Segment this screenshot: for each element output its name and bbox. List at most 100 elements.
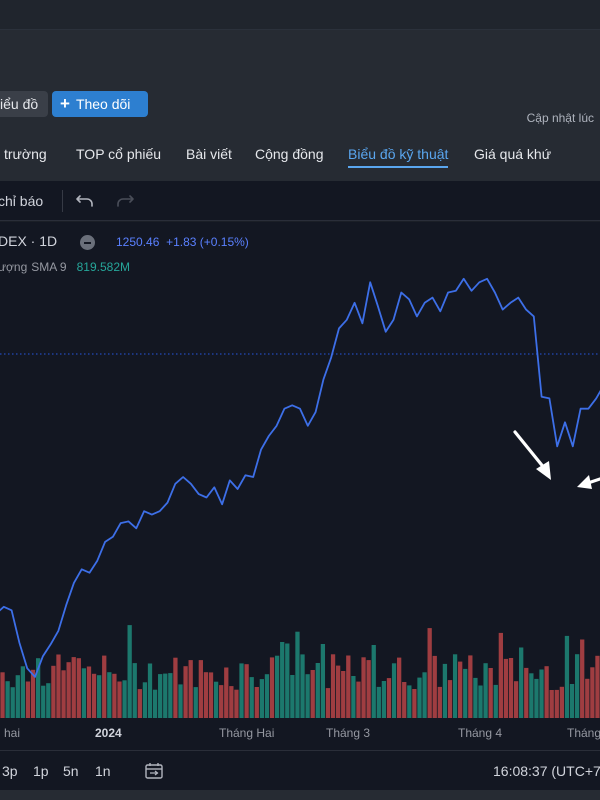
indicators-button[interactable]: chỉ báo xyxy=(0,193,44,209)
volume-bar xyxy=(46,683,51,718)
updated-label: Cập nhật lúc xyxy=(526,111,594,125)
symbol-label[interactable]: DEX · 1D xyxy=(0,233,58,249)
volume-bar xyxy=(91,673,97,718)
volume-bar xyxy=(580,639,585,718)
tab-top-stocks[interactable]: TOP cổ phiếu xyxy=(76,146,162,162)
tab-market[interactable]: ị trường xyxy=(0,146,47,162)
volume-bar xyxy=(483,663,488,718)
volume-bar xyxy=(142,682,148,718)
volume-bar xyxy=(519,647,524,718)
volume-bar xyxy=(402,682,407,718)
timeframe-1m[interactable]: 1p xyxy=(33,763,49,779)
volume-bar xyxy=(198,660,203,718)
volume-bar xyxy=(203,672,209,718)
volume-bar xyxy=(224,667,229,718)
volume-bar xyxy=(76,658,81,718)
volume-bar xyxy=(437,686,442,718)
volume-bar xyxy=(35,658,41,718)
volume-bar xyxy=(422,672,427,718)
volume-bar xyxy=(295,631,300,718)
volume-bar xyxy=(310,670,315,718)
volume-bar xyxy=(442,663,448,718)
volume-bar xyxy=(97,675,102,718)
price-values: 1250.46 +1.83 (+0.15%) xyxy=(116,235,249,249)
volume-bar xyxy=(15,675,20,718)
x-tick-label: 2024 xyxy=(95,726,122,740)
volume-bar xyxy=(163,673,168,718)
volume-bar xyxy=(534,678,539,718)
volume-bar xyxy=(208,672,214,718)
volume-bar xyxy=(193,687,198,718)
volume-bar xyxy=(325,688,331,718)
volume-bar xyxy=(335,665,341,718)
volume-bar xyxy=(183,666,188,718)
volume-bar xyxy=(417,677,422,718)
volume-bar xyxy=(117,681,122,718)
chart-button[interactable]: iểu đồ xyxy=(0,91,49,117)
volume-bar xyxy=(264,674,270,718)
chart-toolbar: chỉ báo xyxy=(0,181,600,221)
volume-bar xyxy=(290,675,295,718)
volume-bar xyxy=(147,663,153,718)
volume-bars xyxy=(0,625,600,718)
volume-bar xyxy=(178,684,183,718)
price-chart[interactable] xyxy=(0,222,600,722)
volume-bar xyxy=(320,644,326,718)
volume-bar xyxy=(554,689,559,718)
follow-button[interactable]: + Theo dõi xyxy=(52,91,148,117)
volume-bar xyxy=(529,673,534,718)
volume-bar xyxy=(305,674,310,718)
volume-bar xyxy=(259,679,264,718)
redo-icon[interactable] xyxy=(114,190,136,212)
volume-bar xyxy=(152,689,158,718)
volume-bar xyxy=(452,654,458,718)
volume-bar xyxy=(376,686,381,718)
tab-articles[interactable]: Bài viết xyxy=(186,146,232,162)
volume-bar xyxy=(371,645,376,718)
volume-bar xyxy=(249,677,254,718)
volume-bar xyxy=(229,686,234,718)
timeframe-5y[interactable]: 5n xyxy=(63,763,79,779)
x-tick-label: hai xyxy=(4,726,21,740)
volume-bar xyxy=(463,668,468,718)
volume-bar xyxy=(458,661,463,718)
volume-bar xyxy=(137,689,142,718)
follow-button-label: Theo dõi xyxy=(75,96,131,112)
bottom-toolbar: 3p 1p 5n 1n 16:08:37 (UTC+7) xyxy=(0,750,600,790)
volume-bar xyxy=(213,681,219,718)
volume-bar xyxy=(559,686,564,718)
timeframe-3m[interactable]: 3p xyxy=(2,763,18,779)
volume-bar xyxy=(234,689,239,718)
volume-bar xyxy=(330,654,336,718)
volume-bar xyxy=(132,663,137,718)
top-band xyxy=(0,0,600,30)
volume-bar xyxy=(274,655,280,718)
volume-bar xyxy=(569,684,575,718)
tab-community[interactable]: Cộng đồng xyxy=(255,146,324,162)
tab-technical-chart[interactable]: Biểu đồ kỹ thuật xyxy=(348,146,449,168)
volume-label: ượng xyxy=(0,260,28,274)
tab-price-history[interactable]: Giá quá khứ xyxy=(474,146,552,162)
x-tick-label: Tháng xyxy=(567,726,600,740)
volume-bar xyxy=(10,687,15,718)
volume-bar xyxy=(447,680,453,718)
date-range-icon[interactable] xyxy=(144,761,164,781)
timeframe-1y[interactable]: 1n xyxy=(95,763,111,779)
volume-bar xyxy=(412,689,417,718)
undo-icon[interactable] xyxy=(74,190,96,212)
clock-readout: 16:08:37 (UTC+7) xyxy=(493,763,600,779)
volume-bar xyxy=(493,684,498,718)
change-value: +1.83 (+0.15%) xyxy=(166,235,249,249)
volume-bar xyxy=(25,681,31,718)
volume-bar xyxy=(564,635,570,718)
page-header xyxy=(0,30,600,135)
volume-bar xyxy=(595,655,600,718)
volume-bar xyxy=(219,685,224,718)
volume-bar xyxy=(56,654,61,718)
volume-bar xyxy=(341,671,346,718)
volume-bar xyxy=(127,625,132,718)
volume-bar xyxy=(473,677,478,718)
volume-bar xyxy=(30,669,36,718)
volume-bar xyxy=(574,654,580,718)
collapse-icon[interactable] xyxy=(80,235,95,250)
